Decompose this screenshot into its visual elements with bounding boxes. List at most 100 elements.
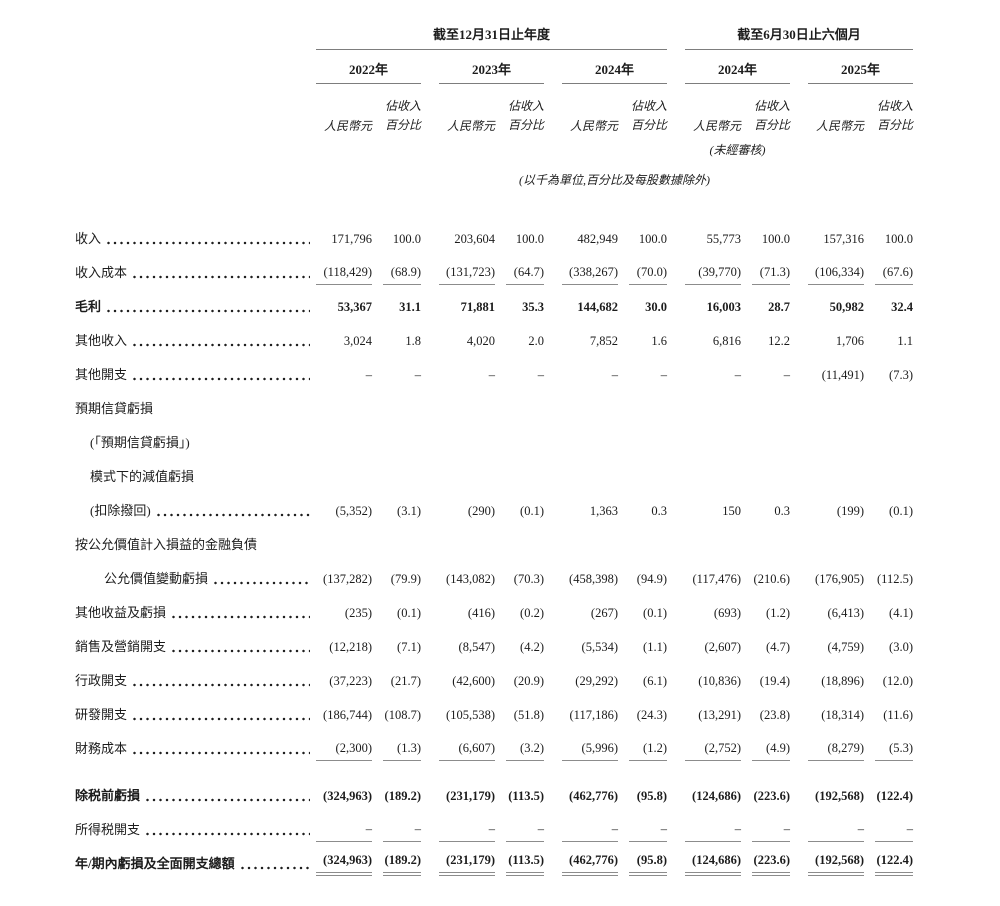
value: (3.0) [889,640,913,655]
value: – [734,368,741,383]
value-cell: (3.1) [372,504,421,523]
value-cell: 100.0 [864,232,913,251]
value: 1,706 [835,334,864,349]
value-cell: (71.3) [741,265,790,286]
value: (416) [467,606,495,621]
dot-leader [172,649,310,654]
value-cell: 100.0 [741,232,790,251]
value-cell: (462,776) [562,789,618,808]
table-row: 銷售及營銷開支 (12,218) (7.1) (8,547) (4.2) (5,534) (… [75,625,1000,659]
value-cell: 150 [685,504,741,523]
value: (5,996) [562,741,618,762]
value-cell: (124,686) [685,789,741,808]
value: (37,223) [329,674,372,689]
row-label: 其他收益及虧損 [75,605,167,621]
row-label: 預期信貸虧損 [75,401,154,417]
value-cell: (5,996) [562,741,618,762]
value: (0.1) [643,606,667,621]
year-header-3: 2024年 [685,59,790,84]
dot-leader [133,377,310,382]
value: – [875,822,913,843]
value: (4.7) [766,640,790,655]
value: (1.3) [383,741,421,762]
dot-leader [240,866,310,871]
value-cell: – [741,368,790,387]
value: (122.4) [875,853,913,877]
value-cell: 31.1 [372,300,421,319]
value: (6.1) [643,674,667,689]
value-cell: (199) [808,504,864,523]
value-cell: 32.4 [864,300,913,319]
value: (4.1) [889,606,913,621]
value-cell: 100.0 [618,232,667,251]
value: (39,770) [685,265,741,286]
value: (79.9) [390,572,421,587]
value-cell: 35.3 [495,300,544,319]
value: 6,816 [712,334,741,349]
subheader-pct-line2: 百分比 [753,117,790,132]
value: (0.1) [520,504,544,519]
row-label-cell: 公允價值變動虧損 [75,568,316,591]
year-header-4: 2025年 [808,59,913,84]
value: (117,186) [569,708,619,723]
value: (6,413) [827,606,864,621]
table-row: 除税前虧損 (324,963) (189.2) (231,179) (113.5) (46… [75,774,1000,808]
value: – [685,822,741,843]
value-cell: (105,538) [439,708,495,727]
value: (24.3) [636,708,667,723]
value-cell: (290) [439,504,495,523]
year-header-1: 2023年 [439,59,544,84]
period-group-interim-title: 截至6月30日止六個月 [737,27,861,42]
value: 28.7 [768,300,790,315]
value-cell: (2,607) [685,640,741,659]
subheader-group-1: 人民幣元 佔收入 百分比 [439,97,544,134]
value: 32.4 [891,300,913,315]
value-cell: 12.2 [741,334,790,353]
row-label-cell: 其他收入 [75,330,316,353]
value: (106,334) [808,265,864,286]
table-row: 公允價值變動虧損 (137,282) (79.9) (143,082) (70.3) (4… [75,557,1000,591]
value-cell: 55,773 [685,232,741,251]
value: 482,949 [577,232,618,247]
value: (3.1) [397,504,421,519]
value-cell: (131,723) [439,265,495,286]
subheader-pct-line1: 佔收入 [876,99,913,113]
period-group-annual: 截至12月31日止年度 [316,24,667,50]
value: (124,686) [685,853,741,877]
value-cell: (4.1) [864,606,913,625]
value-cell: (2,752) [685,741,741,762]
value: 12.2 [768,334,790,349]
value-cell: (94.9) [618,572,667,591]
subheader-currency: 人民幣元 [692,119,741,134]
value: 16,003 [706,300,741,315]
value-cell: (416) [439,606,495,625]
value-cell: (338,267) [562,265,618,286]
value: 30.0 [645,300,667,315]
value: (462,776) [569,789,618,804]
value: (29,292) [575,674,618,689]
value: – [488,368,495,383]
value: (1.2) [629,741,667,762]
value-cell: (64.7) [495,265,544,286]
value: (5,352) [335,504,372,519]
value: (0.2) [520,606,544,621]
table-row: (扣除撥回) (5,352) (3.1) (290) (0.1) 1,363 0.3 150 0… [75,489,1000,523]
value-cell: (189.2) [372,853,421,877]
value-cell: – [495,368,544,387]
row-label-cell: 財務成本 [75,738,316,761]
value-cell: (24.3) [618,708,667,727]
value-cell: (3.2) [495,741,544,762]
value-cell: (117,186) [562,708,619,727]
value-cell: (0.1) [495,504,544,523]
subheader-currency: 人民幣元 [569,119,618,134]
value: (458,398) [569,572,618,587]
row-label-cell: 收入 [75,228,316,251]
value: (189.2) [383,853,421,877]
period-group-header: 截至12月31日止年度 截至6月30日止六個月 [316,24,1000,50]
value-cell: 50,982 [808,300,864,319]
row-label: 銷售及營銷開支 [75,639,167,655]
value: (2,607) [704,640,741,655]
value-cell: (39,770) [685,265,741,286]
value: – [537,368,544,383]
value: (324,963) [316,853,372,877]
